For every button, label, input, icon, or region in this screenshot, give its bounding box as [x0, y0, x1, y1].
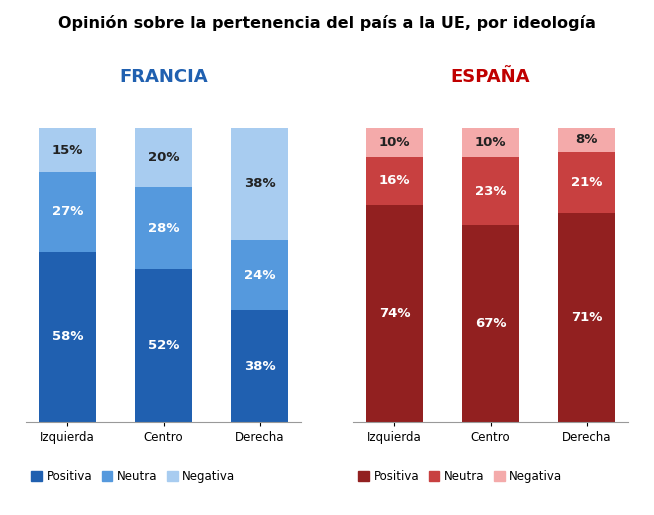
Bar [462, 128, 519, 158]
Bar [558, 128, 615, 151]
Text: ESPAÑA: ESPAÑA [451, 68, 530, 86]
Text: 67%: 67% [475, 317, 506, 330]
Bar [231, 128, 288, 240]
Text: Opinión sobre la pertenencia del país a la UE, por ideología: Opinión sobre la pertenencia del país a … [58, 15, 596, 31]
Text: FRANCIA: FRANCIA [119, 68, 208, 86]
Bar [462, 158, 519, 225]
Bar [366, 128, 423, 158]
Legend: Positiva, Neutra, Negativa: Positiva, Neutra, Negativa [354, 465, 567, 488]
Text: 24%: 24% [244, 269, 275, 282]
Text: 27%: 27% [52, 205, 83, 218]
Bar [231, 240, 288, 311]
Bar [39, 172, 96, 252]
Text: 16%: 16% [379, 175, 410, 187]
Bar [462, 225, 519, 422]
Bar [231, 311, 288, 422]
Bar [366, 158, 423, 204]
Text: 28%: 28% [148, 221, 179, 234]
Bar [39, 252, 96, 422]
Text: 10%: 10% [475, 136, 506, 149]
Legend: Positiva, Neutra, Negativa: Positiva, Neutra, Negativa [27, 465, 240, 488]
Bar [558, 151, 615, 213]
Bar [135, 128, 192, 187]
Text: 20%: 20% [148, 151, 179, 164]
Text: 38%: 38% [244, 178, 275, 191]
Text: 10%: 10% [379, 136, 410, 149]
Text: 15%: 15% [52, 144, 83, 157]
Text: 23%: 23% [475, 185, 506, 198]
Text: 52%: 52% [148, 339, 179, 352]
Text: 8%: 8% [576, 133, 598, 146]
Bar [366, 204, 423, 422]
Text: 71%: 71% [571, 312, 602, 324]
Text: 21%: 21% [571, 176, 602, 189]
Text: 58%: 58% [52, 331, 83, 344]
Bar [135, 187, 192, 269]
Text: 38%: 38% [244, 360, 275, 373]
Bar [39, 128, 96, 172]
Text: 74%: 74% [379, 307, 410, 320]
Bar [135, 269, 192, 422]
Bar [558, 213, 615, 422]
